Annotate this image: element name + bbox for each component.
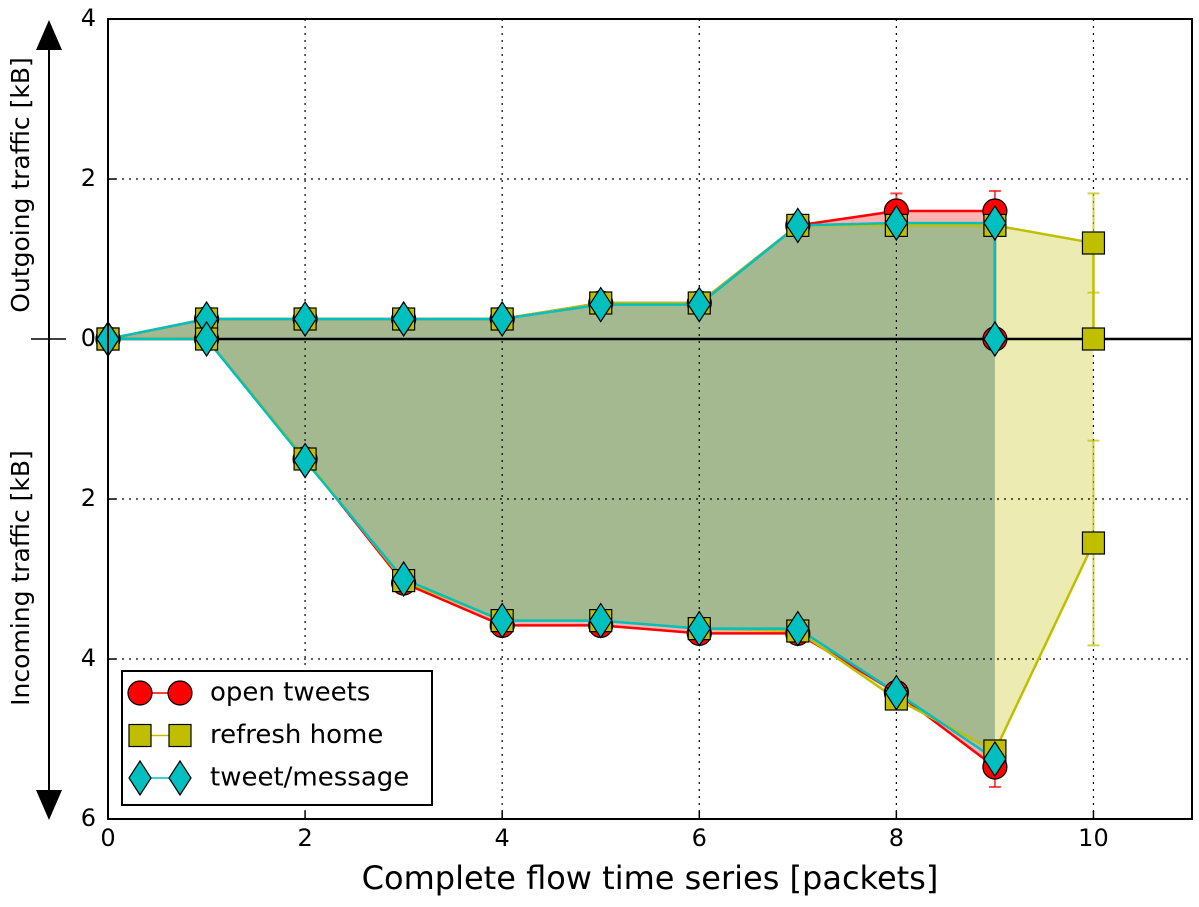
marker bbox=[786, 610, 810, 647]
marker bbox=[1081, 531, 1106, 555]
marker bbox=[786, 207, 810, 244]
y-label-top: Outgoing traffic [kB] bbox=[6, 57, 35, 313]
legend-marker bbox=[127, 680, 153, 706]
marker bbox=[687, 286, 711, 323]
marker bbox=[884, 204, 909, 242]
marker bbox=[391, 300, 416, 338]
x-tick-label: 8 bbox=[889, 824, 904, 852]
marker bbox=[490, 602, 514, 639]
legend-marker bbox=[167, 680, 193, 706]
x-tick-label: 2 bbox=[297, 824, 312, 852]
marker bbox=[983, 740, 1007, 778]
marker bbox=[983, 320, 1007, 358]
marker bbox=[589, 286, 613, 323]
y-label-bottom: Incoming traffic [kB] bbox=[6, 450, 35, 706]
arrow-down bbox=[36, 790, 62, 820]
arrow-up bbox=[36, 20, 62, 50]
area bbox=[108, 223, 995, 759]
y-tick-label: 4 bbox=[81, 644, 96, 672]
legend: open tweets refresh home tweet/message bbox=[121, 670, 433, 806]
area bbox=[108, 225, 1094, 751]
marker bbox=[1081, 231, 1106, 255]
y-tick-label: 0 bbox=[81, 324, 96, 352]
marker bbox=[884, 674, 909, 711]
legend-label: open tweets bbox=[210, 678, 370, 708]
x-tick-label: 4 bbox=[495, 824, 510, 852]
x-tick-label: 0 bbox=[100, 824, 115, 852]
legend-marker bbox=[168, 723, 192, 748]
x-label: Complete flow time series [packets] bbox=[362, 859, 939, 897]
marker bbox=[490, 300, 514, 338]
legend-marker bbox=[168, 759, 192, 797]
legend-marker bbox=[128, 759, 152, 797]
x-tick-label: 10 bbox=[1078, 824, 1109, 852]
marker bbox=[293, 442, 317, 479]
marker bbox=[194, 320, 219, 358]
x-tick-label: 6 bbox=[692, 824, 707, 852]
marker bbox=[1081, 327, 1106, 351]
lines bbox=[95, 190, 1106, 788]
y-tick-label: 2 bbox=[81, 484, 96, 512]
series-line bbox=[108, 337, 996, 761]
marker bbox=[293, 300, 317, 338]
marker bbox=[687, 610, 711, 647]
plot-frame bbox=[107, 18, 1193, 820]
legend-marker bbox=[128, 723, 152, 748]
y-tick-label: 2 bbox=[81, 164, 96, 192]
legend-label: refresh home bbox=[210, 720, 383, 750]
marker bbox=[983, 204, 1007, 242]
legend-label: tweet/message bbox=[210, 763, 409, 793]
marker bbox=[391, 560, 416, 598]
marker bbox=[589, 602, 613, 639]
y-tick-label: 4 bbox=[81, 4, 96, 32]
y-tick-label: 6 bbox=[81, 804, 96, 832]
